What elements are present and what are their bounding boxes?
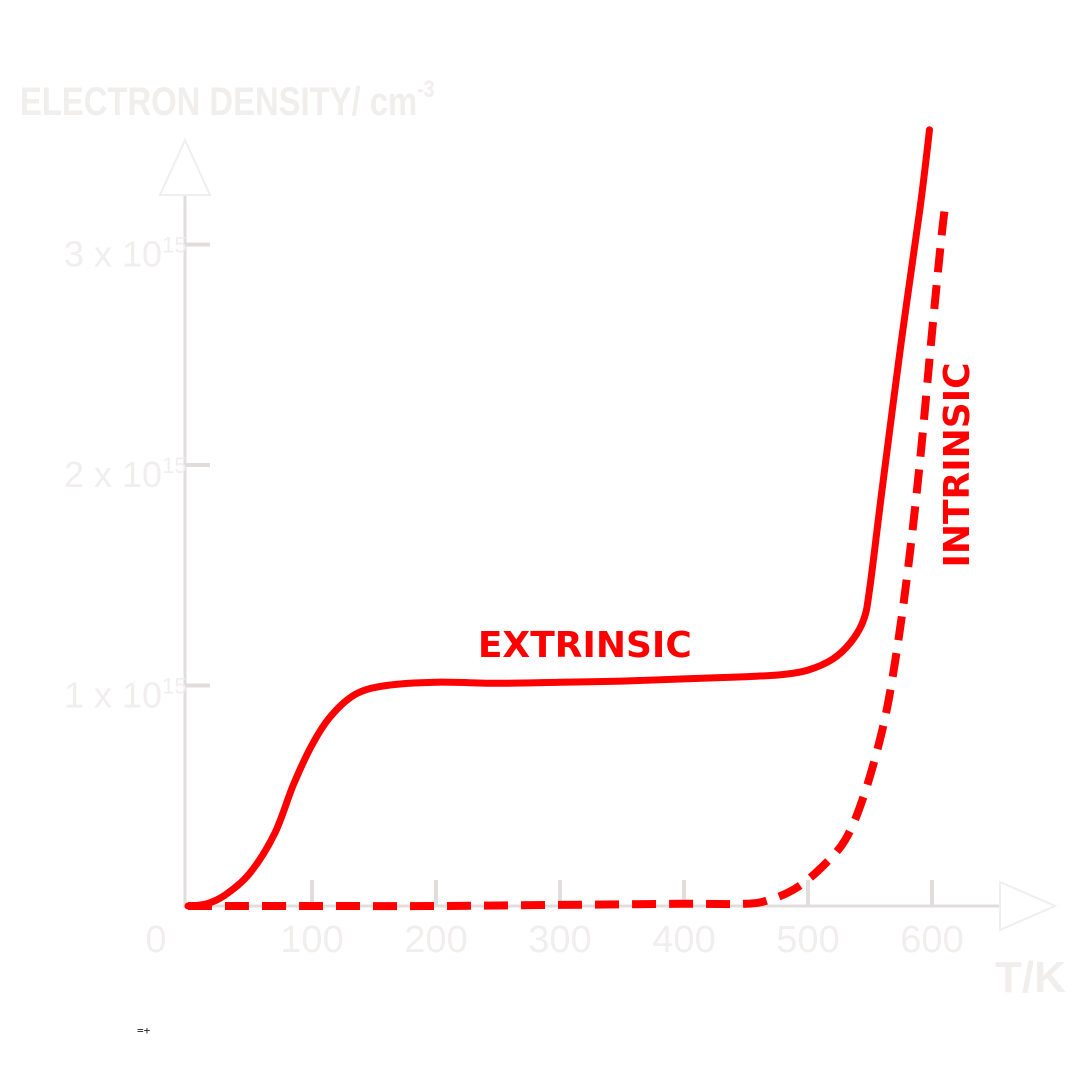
y-tick-label-exponent: 15 bbox=[162, 453, 186, 478]
x-tick-label-300: 300 bbox=[528, 919, 591, 961]
y-tick-label-2: 2 x 1015 bbox=[64, 453, 187, 495]
y-tick-label-1: 1 x 1015 bbox=[64, 674, 187, 716]
y-axis-label: ELECTRON DENSITY/ cm-3 bbox=[20, 75, 435, 124]
x-tick-label-400: 400 bbox=[652, 919, 715, 961]
x-tick-label-100: 100 bbox=[280, 919, 343, 961]
y-tick-label-exponent: 15 bbox=[162, 674, 186, 699]
x-tick-label-500: 500 bbox=[776, 919, 839, 961]
y-axis-arrowhead bbox=[158, 137, 212, 196]
y-tick-label-base: 2 x 10 bbox=[64, 454, 162, 495]
series-label-extrinsic: EXTRINSIC bbox=[478, 625, 692, 666]
x-tick-label-0: 0 bbox=[145, 919, 166, 961]
series-line-extrinsic bbox=[184, 126, 933, 910]
x-tick-label-200: 200 bbox=[404, 919, 467, 961]
x-axis-label: T/K bbox=[995, 953, 1066, 1002]
y-tick-label-base: 1 x 10 bbox=[64, 675, 162, 716]
series-label-intrinsic: INTRINSIC bbox=[937, 362, 978, 567]
y-tick-label-exponent: 15 bbox=[162, 233, 186, 258]
y-tick-label-3: 3 x 1015 bbox=[64, 233, 187, 275]
series-line-intrinsic bbox=[188, 210, 949, 911]
y-axis-label-superscript: -3 bbox=[417, 75, 435, 102]
footnote-text: =+ bbox=[137, 1024, 151, 1037]
x-tick-label-600: 600 bbox=[900, 919, 963, 961]
y-tick-label-base: 3 x 10 bbox=[64, 234, 162, 275]
x-axis-arrowhead bbox=[999, 880, 1058, 932]
